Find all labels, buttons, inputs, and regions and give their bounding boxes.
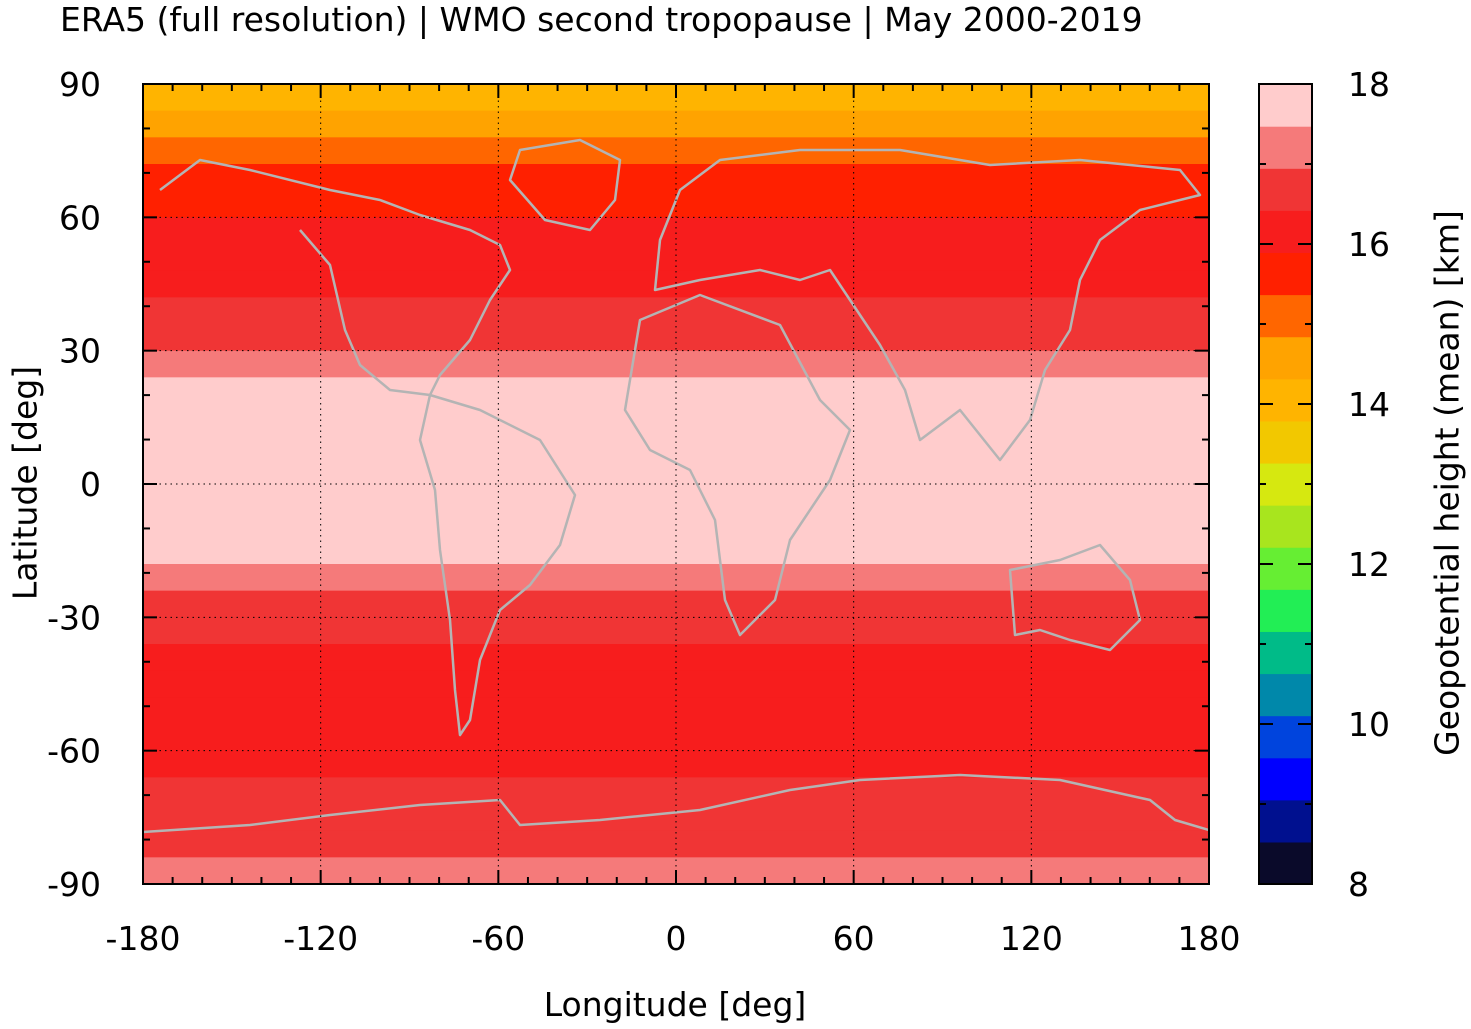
colorbar-segment <box>1259 336 1312 380</box>
y-tick-label: -60 <box>47 732 101 771</box>
x-axis-label: Longitude [deg] <box>543 985 807 1024</box>
colorbar-ticks <box>1259 83 1312 885</box>
colorbar-tick-labels: 18 16 14 12 10 8 <box>1348 65 1390 904</box>
x-tick-label: -120 <box>283 919 358 958</box>
x-tick-labels: -180 -120 -60 0 60 120 180 <box>106 919 1241 958</box>
y-tick-label: 60 <box>59 198 101 237</box>
colorbar-segment <box>1259 210 1312 254</box>
y-tick-label: 90 <box>59 65 101 104</box>
colorbar-segment <box>1259 715 1312 759</box>
colorbar-label: Geopotential height (mean) [km] <box>1427 210 1467 756</box>
colorbar-tick-label: 18 <box>1348 65 1390 104</box>
x-tick-label: 180 <box>1178 919 1241 958</box>
height-band <box>143 217 1209 245</box>
colorbar-segment <box>1259 252 1312 296</box>
colorbar-segment <box>1259 757 1312 801</box>
height-band <box>143 350 1209 378</box>
colorbar-tick-label: 10 <box>1348 705 1390 744</box>
x-tick-label: -180 <box>106 919 181 958</box>
height-band <box>143 750 1209 778</box>
colorbar-tick-label: 8 <box>1348 865 1369 904</box>
colorbar <box>1259 84 1312 885</box>
coastline-antarctica <box>143 773 1209 834</box>
height-band <box>143 110 1209 138</box>
height-band <box>143 644 1209 672</box>
coastline-south-america <box>418 393 577 737</box>
y-tick-label: -30 <box>47 598 101 637</box>
x-tick-label: 60 <box>833 919 875 958</box>
chart-title: ERA5 (full resolution) | WMO second trop… <box>60 0 1143 39</box>
y-axis-label: Latitude [deg] <box>5 365 45 601</box>
grid-lines <box>143 84 1209 884</box>
height-band <box>143 590 1209 618</box>
x-tick-label: 0 <box>666 919 687 958</box>
colorbar-segment <box>1259 799 1312 843</box>
y-tick-label: 0 <box>80 465 101 504</box>
height-band <box>143 777 1209 805</box>
colorbar-tick-label: 12 <box>1348 545 1390 584</box>
colorbar-tick-label: 16 <box>1348 225 1390 264</box>
colorbar-segment <box>1259 841 1312 885</box>
height-band <box>143 697 1209 725</box>
coastline-greenland <box>508 138 622 232</box>
colorbar-segment <box>1259 505 1312 548</box>
y-tick-labels: 90 60 30 0 -30 -60 -90 <box>47 65 101 904</box>
height-band <box>143 404 1209 432</box>
x-tick-label: -60 <box>471 919 525 958</box>
axis-ticks <box>142 83 1210 885</box>
colorbar-segment <box>1259 589 1312 632</box>
coastline-eurasia <box>653 148 1202 462</box>
coastline-africa <box>623 293 852 637</box>
colorbar-tick-label: 14 <box>1348 385 1390 424</box>
height-band <box>143 244 1209 272</box>
y-tick-label: -90 <box>47 865 101 904</box>
colorbar-segment <box>1259 673 1312 717</box>
colorbar-segment <box>1259 420 1312 464</box>
colorbar-segment <box>1259 631 1312 675</box>
colorbar-segment <box>1259 462 1312 506</box>
coastline-australia <box>1008 543 1142 652</box>
x-tick-label: 120 <box>1000 919 1063 958</box>
colorbar-segment <box>1259 378 1312 422</box>
colorbar-segment <box>1259 84 1312 127</box>
y-tick-label: 30 <box>59 332 101 371</box>
colorbar-segment <box>1259 294 1312 338</box>
colorbar-segment <box>1259 126 1312 169</box>
coastlines <box>143 138 1209 834</box>
coastline-north-america <box>159 158 512 397</box>
colorbar-segment <box>1259 547 1312 590</box>
colorbar-segment <box>1259 168 1312 211</box>
